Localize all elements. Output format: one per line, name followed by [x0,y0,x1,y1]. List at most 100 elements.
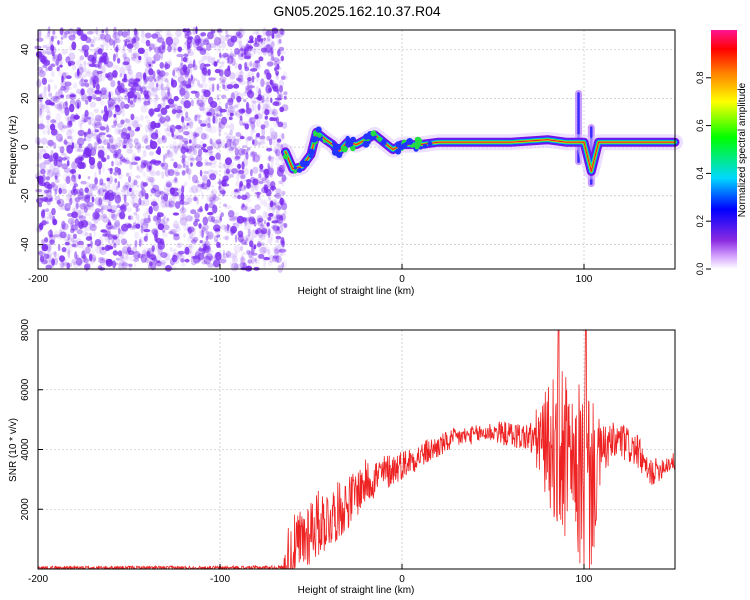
noise-blob [85,204,92,211]
noise-blob [51,182,55,189]
noise-blob [50,150,54,157]
noise-blob [264,115,268,120]
noise-blob [194,218,200,223]
noise-blob [263,168,270,175]
noise-blob [200,132,207,140]
noise-blob [156,188,162,195]
noise-blob [147,264,151,269]
noise-blob [75,58,82,68]
noise-blob [149,109,154,118]
noise-blob [50,119,57,124]
noise-blob [128,48,133,53]
noise-blob [123,56,131,65]
noise-blob [272,106,276,114]
noise-blob [132,122,139,128]
noise-blob [117,148,122,154]
noise-blob [93,48,98,52]
noise-blob [218,35,226,44]
noise-blob [73,114,80,120]
noise-blob [64,86,72,91]
noise-blob [242,167,249,176]
noise-blob [249,93,254,99]
noise-blob [102,164,105,173]
noise-blob [122,185,129,191]
noise-blob [164,168,170,177]
noise-blob [272,225,279,232]
noise-blob [83,60,87,66]
noise-blob [67,249,71,259]
noise-blob [209,199,216,204]
noise-blob [238,169,245,175]
noise-blob [207,231,214,240]
noise-blob [49,228,53,236]
noise-blob [60,36,64,40]
noise-blob [78,154,83,161]
noise-blob [220,41,227,49]
noise-blob [168,204,173,208]
noise-blob [258,141,266,145]
noise-blob [123,255,131,261]
noise-blob [181,121,186,130]
noise-blob [183,53,189,57]
noise-blob [249,96,257,102]
noise-blob [232,135,237,143]
noise-blob [126,207,132,213]
noise-blob [194,115,198,122]
noise-blob [108,101,115,111]
noise-blob [114,44,122,52]
noise-blob [90,202,94,212]
noise-blob [226,84,234,90]
noise-blob [133,40,137,47]
noise-blob [132,203,140,208]
noise-blob [195,194,198,202]
noise-blob [81,82,85,87]
noise-blob [173,67,180,72]
band-blob [419,146,423,150]
noise-blob [175,125,182,130]
noise-blob [97,48,103,55]
noise-blob [172,69,176,77]
noise-blob [128,265,132,271]
noise-blob [277,121,284,128]
noise-blob [149,170,157,177]
noise-blob [241,194,248,201]
noise-blob [122,245,129,254]
noise-blob [212,195,216,201]
noise-blob [156,122,162,128]
noise-blob [267,156,275,160]
noise-blob [118,139,123,143]
noise-blob [94,89,102,95]
noise-blob [218,242,222,249]
noise-blob [258,253,265,259]
y-tick-label: 0 [20,144,31,150]
noise-blob [154,99,158,109]
noise-blob [260,223,265,229]
noise-blob [85,146,90,152]
noise-blob [105,107,110,115]
noise-blob [238,41,243,49]
noise-blob [71,161,78,170]
noise-blob [246,147,251,151]
noise-blob [229,261,234,266]
noise-blob [213,109,219,116]
spectrogram-x-axis-label: Height of straight line (km) [298,286,415,297]
noise-blob [156,138,161,147]
noise-blob [208,115,211,122]
noise-blob [170,158,175,162]
noise-blob [165,72,169,77]
noise-blob [116,95,123,102]
noise-blob [47,169,54,178]
noise-blob [81,66,87,73]
noise-blob [138,55,142,61]
noise-blob [69,196,77,204]
noise-blob [251,256,255,265]
noise-blob [99,258,106,267]
noise-blob [93,133,98,140]
noise-blob [97,160,103,170]
noise-blob [228,210,235,218]
noise-blob [267,248,271,256]
noise-blob [160,88,166,98]
noise-blob [207,194,215,203]
noise-blob [274,252,278,256]
